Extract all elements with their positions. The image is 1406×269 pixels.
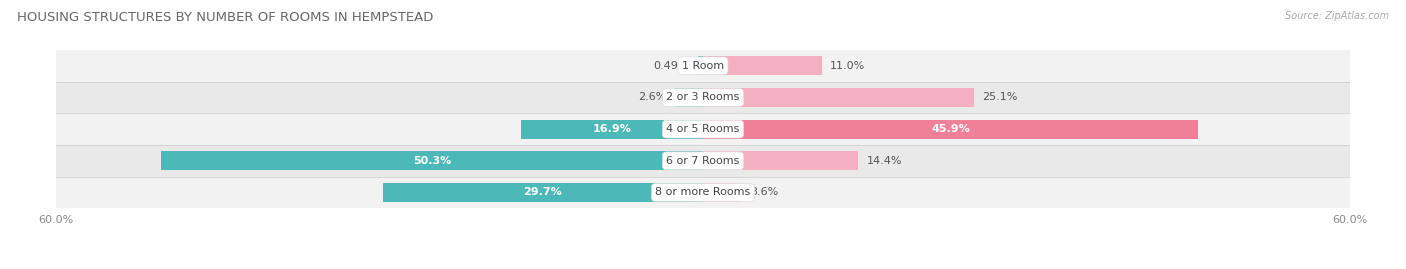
Bar: [56, 50, 1350, 82]
Bar: [382, 183, 703, 202]
Text: 50.3%: 50.3%: [413, 156, 451, 166]
Bar: [56, 176, 1350, 208]
Bar: [56, 145, 1350, 176]
Bar: [703, 183, 742, 202]
Text: 2 or 3 Rooms: 2 or 3 Rooms: [666, 93, 740, 102]
Legend: Owner-occupied, Renter-occupied: Owner-occupied, Renter-occupied: [575, 266, 831, 269]
Text: 6 or 7 Rooms: 6 or 7 Rooms: [666, 156, 740, 166]
Text: Source: ZipAtlas.com: Source: ZipAtlas.com: [1285, 11, 1389, 21]
Text: 16.9%: 16.9%: [592, 124, 631, 134]
Bar: [56, 113, 1350, 145]
Bar: [520, 120, 703, 139]
Text: 45.9%: 45.9%: [931, 124, 970, 134]
Bar: [160, 151, 703, 170]
Text: 14.4%: 14.4%: [868, 156, 903, 166]
Text: HOUSING STRUCTURES BY NUMBER OF ROOMS IN HEMPSTEAD: HOUSING STRUCTURES BY NUMBER OF ROOMS IN…: [17, 11, 433, 24]
Bar: [703, 120, 1198, 139]
Text: 11.0%: 11.0%: [830, 61, 866, 71]
Text: 3.6%: 3.6%: [751, 187, 779, 197]
Bar: [703, 56, 821, 75]
Bar: [675, 88, 703, 107]
Text: 0.49%: 0.49%: [654, 61, 689, 71]
Text: 8 or more Rooms: 8 or more Rooms: [655, 187, 751, 197]
Text: 1 Room: 1 Room: [682, 61, 724, 71]
Text: 2.6%: 2.6%: [638, 93, 666, 102]
Bar: [703, 151, 858, 170]
Text: 25.1%: 25.1%: [983, 93, 1018, 102]
Bar: [56, 82, 1350, 113]
Bar: [697, 56, 703, 75]
Bar: [703, 88, 973, 107]
Text: 29.7%: 29.7%: [523, 187, 562, 197]
Text: 4 or 5 Rooms: 4 or 5 Rooms: [666, 124, 740, 134]
